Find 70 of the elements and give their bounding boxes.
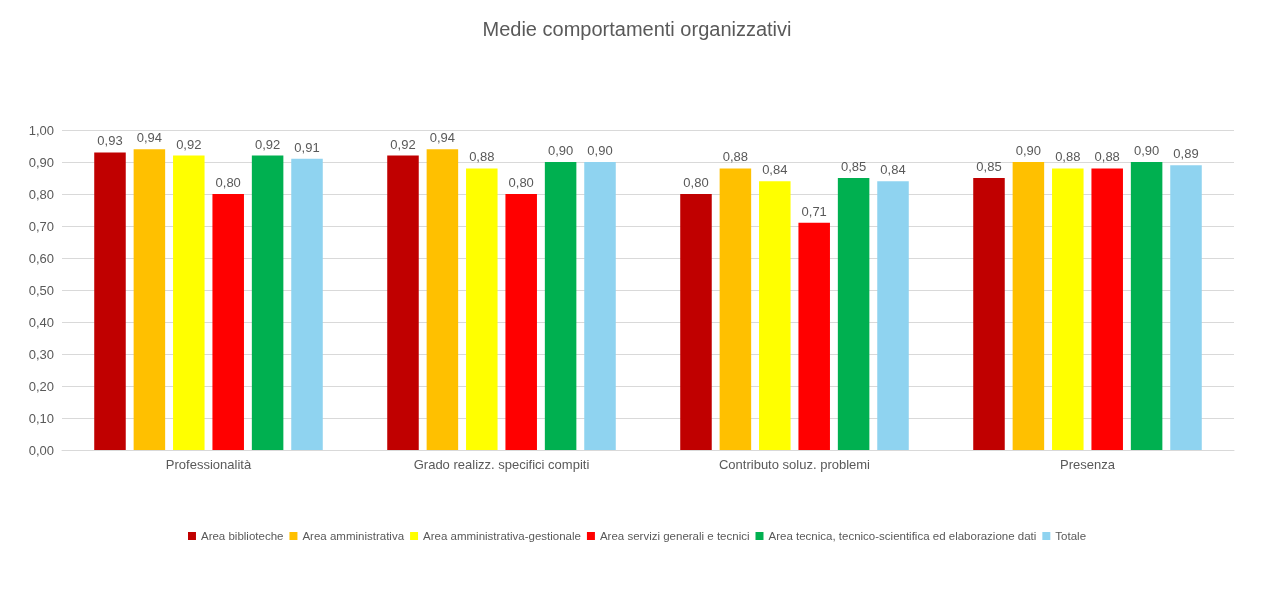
data-label: 0,94 <box>429 130 456 146</box>
y-tick-label: 0,80 <box>28 186 54 202</box>
legend-label: Area tecnica, tecnico-scientifica ed elaborazione dati <box>768 530 1037 542</box>
data-label: 0,85 <box>976 159 1002 174</box>
y-tick-label: 0,90 <box>28 154 54 170</box>
bar <box>719 168 752 450</box>
bar <box>973 178 1005 450</box>
legend-label: Area amministrativa-gestionale <box>423 530 581 542</box>
data-label: 0,88 <box>469 149 495 165</box>
data-label: 0,84 <box>880 162 906 178</box>
legend-label: Area biblioteche <box>200 530 284 542</box>
bar <box>680 194 712 450</box>
data-label: 0,88 <box>722 149 749 165</box>
bar <box>466 168 498 450</box>
y-tick-label: 0,70 <box>28 218 54 234</box>
x-tick-label: Presenza <box>1060 457 1116 472</box>
bar <box>837 178 870 450</box>
data-label: 0,93 <box>97 133 123 149</box>
chart-title: Medie comportamenti organizzativi <box>482 18 792 40</box>
bar <box>759 181 791 450</box>
bar <box>544 162 577 450</box>
data-label: 0,92 <box>176 136 202 152</box>
data-label: 0,80 <box>683 175 709 190</box>
y-tick-label: 0,00 <box>28 442 54 458</box>
data-label: 0,90 <box>1133 143 1160 158</box>
data-label: 0,92 <box>254 136 281 152</box>
data-label: 0,88 <box>1094 149 1120 165</box>
bar <box>173 155 205 450</box>
data-label: 0,90 <box>587 143 613 158</box>
x-tick-label: Professionalità <box>165 457 252 472</box>
legend-label: Area servizi generali e tecnici <box>599 530 750 542</box>
y-tick-label: 0,60 <box>28 250 54 266</box>
bar <box>1052 168 1084 450</box>
data-label: 0,91 <box>294 139 320 155</box>
bar <box>94 152 126 450</box>
bar <box>1170 165 1202 450</box>
y-tick-label: 1,00 <box>28 122 54 138</box>
data-label: 0,71 <box>801 203 827 219</box>
data-label: 0,90 <box>547 143 574 158</box>
bar <box>877 181 909 450</box>
bar <box>133 149 166 450</box>
data-label: 0,85 <box>840 159 867 174</box>
bar <box>387 155 419 450</box>
data-label: 0,88 <box>1055 149 1081 165</box>
y-tick-label: 0,40 <box>28 314 54 330</box>
bar <box>212 194 244 450</box>
bar <box>1012 162 1045 450</box>
data-label: 0,89 <box>1173 146 1199 162</box>
x-tick-label: Grado realizz. specifici compiti <box>413 457 590 472</box>
bar <box>1130 162 1163 450</box>
data-label: 0,80 <box>508 175 534 190</box>
bar <box>426 149 459 450</box>
legend-label: Totale <box>1055 530 1087 542</box>
bar <box>291 158 323 450</box>
bar <box>1091 168 1123 450</box>
bar <box>505 194 537 450</box>
data-label: 0,90 <box>1015 143 1042 158</box>
data-label: 0,92 <box>390 136 416 152</box>
data-label: 0,84 <box>762 162 788 178</box>
bar <box>251 155 284 450</box>
data-label: 0,80 <box>215 175 241 190</box>
x-tick-label: Contributo soluz. problemi <box>718 457 871 472</box>
legend-label: Area amministrativa <box>302 530 405 542</box>
data-label: 0,94 <box>136 130 163 146</box>
y-tick-label: 0,50 <box>28 282 54 298</box>
y-tick-label: 0,30 <box>28 346 54 362</box>
y-tick-label: 0,10 <box>28 410 54 426</box>
bar <box>798 222 830 450</box>
y-tick-label: 0,20 <box>28 378 54 394</box>
bar <box>584 162 616 450</box>
